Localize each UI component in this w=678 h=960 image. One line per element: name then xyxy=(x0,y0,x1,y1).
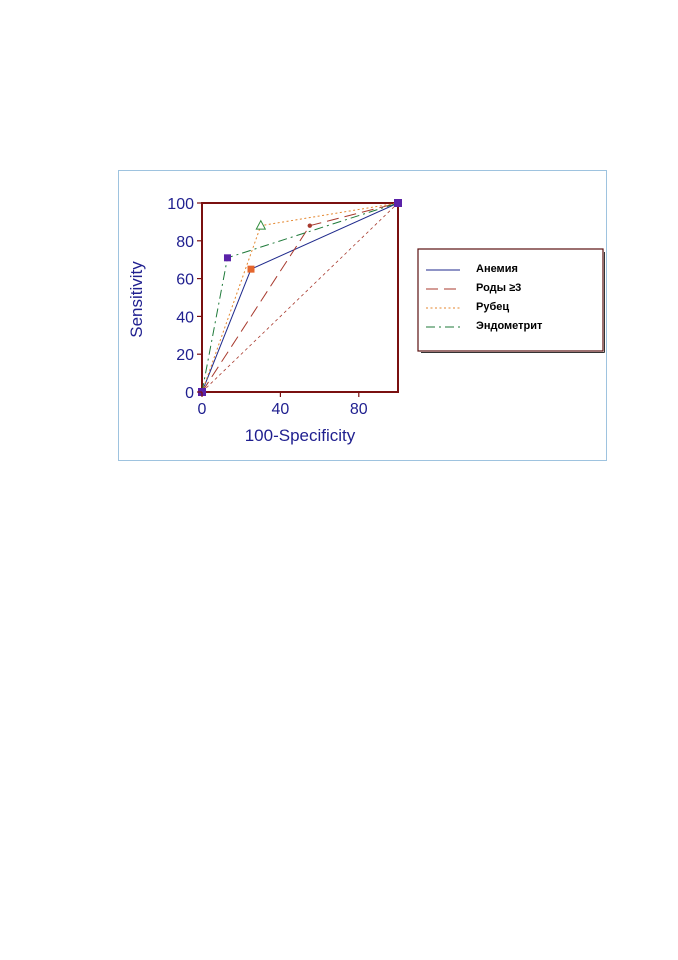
y-axis-title: Sensitivity xyxy=(127,261,146,338)
legend-label-2: Роды ≥3 xyxy=(476,282,521,294)
series-line-3 xyxy=(201,202,399,393)
legend-box xyxy=(417,248,604,352)
x-tick-label-80: 80 xyxy=(350,401,368,418)
x-axis-title: 100-Specificity xyxy=(245,426,356,445)
end-point xyxy=(394,199,402,207)
x-tick-label-40: 40 xyxy=(272,401,290,418)
series-3-point-2 xyxy=(255,219,267,230)
series-2-point-2 xyxy=(307,223,312,228)
figure-frame: 0 20 40 60 80 100 0 40 80 100-Specificity Sensitiv… xyxy=(118,170,607,461)
series-line-4 xyxy=(201,202,399,393)
y-tick-label-20: 20 xyxy=(176,347,194,364)
y-tick-label-100: 100 xyxy=(167,196,194,213)
y-tick-label-60: 60 xyxy=(176,272,194,289)
series-1-point-2-square xyxy=(247,265,255,273)
legend-label-3: Рубец xyxy=(476,301,509,313)
series-4-point-2 xyxy=(223,254,231,262)
y-tick-label-0: 0 xyxy=(185,385,194,402)
legend-label-1: Анемия xyxy=(476,263,518,275)
plot-frame xyxy=(201,202,399,393)
y-tick-label-80: 80 xyxy=(176,234,194,251)
series-line-2 xyxy=(201,202,399,393)
diagonal-reference-line xyxy=(201,202,399,393)
y-tick-label-40: 40 xyxy=(176,309,194,326)
roc-chart: 0 20 40 60 80 100 0 40 80 100-Specificity Sensitiv… xyxy=(127,196,605,445)
legend-label-4: Эндометрит xyxy=(476,320,543,332)
series-line-1 xyxy=(201,202,399,393)
x-tick-label-0: 0 xyxy=(198,401,207,418)
